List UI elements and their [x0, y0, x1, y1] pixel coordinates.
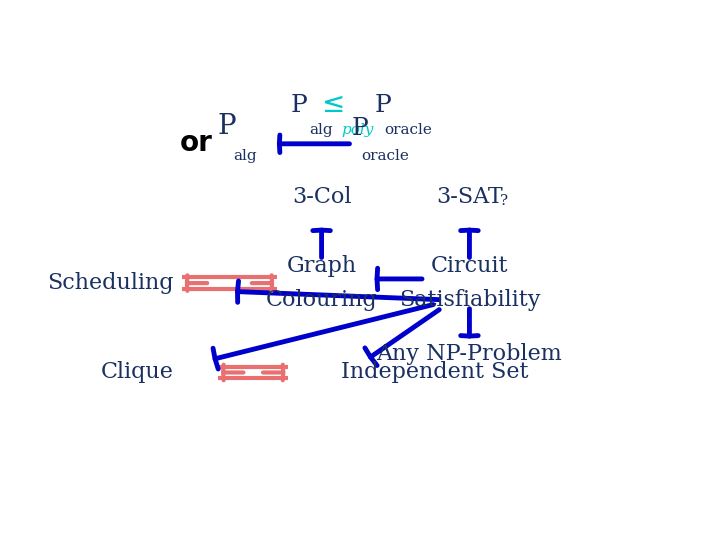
- Text: P: P: [291, 94, 307, 117]
- Text: P: P: [374, 94, 392, 117]
- Text: Clique: Clique: [101, 361, 174, 383]
- Text: P: P: [217, 113, 236, 140]
- Text: Independent Set: Independent Set: [341, 361, 528, 383]
- Text: Circuit: Circuit: [431, 255, 508, 277]
- Text: Scheduling: Scheduling: [48, 272, 174, 294]
- Text: P: P: [351, 118, 368, 140]
- Text: alg: alg: [310, 123, 333, 137]
- Text: Colouring: Colouring: [266, 289, 377, 312]
- Text: Graph: Graph: [287, 255, 356, 277]
- Text: ?: ?: [500, 194, 508, 208]
- Text: poly: poly: [341, 123, 374, 137]
- Text: Any NP-Problem: Any NP-Problem: [377, 343, 562, 365]
- Text: Satisfiability: Satisfiability: [399, 289, 540, 312]
- Text: oracle: oracle: [384, 123, 432, 137]
- Text: 3-SAT: 3-SAT: [436, 186, 503, 208]
- Text: 3-Col: 3-Col: [292, 186, 351, 208]
- Text: $\leq$: $\leq$: [316, 90, 344, 118]
- Text: oracle: oracle: [361, 149, 410, 163]
- Text: alg: alg: [233, 149, 256, 163]
- Text: or: or: [180, 129, 213, 157]
